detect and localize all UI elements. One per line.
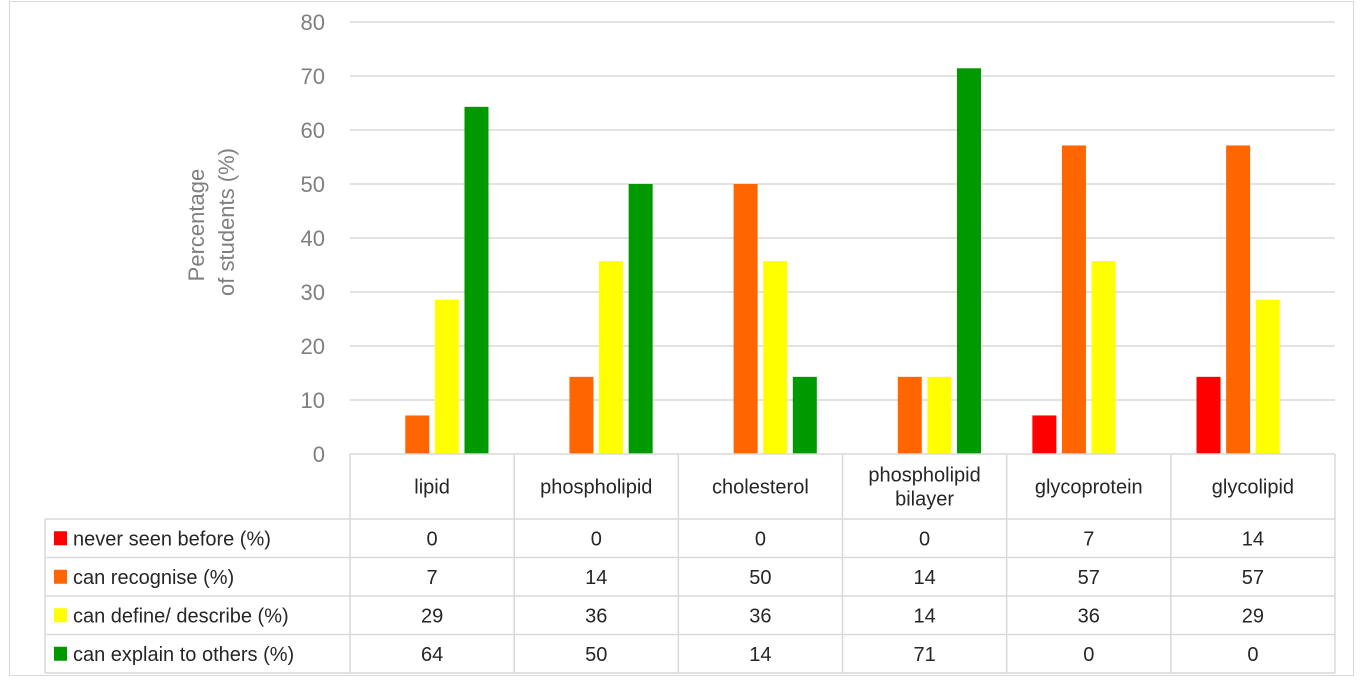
data-label: 0 xyxy=(1247,644,1258,666)
data-label: 14 xyxy=(749,644,771,666)
bar xyxy=(464,106,489,455)
bar xyxy=(1032,415,1057,454)
y-tick-label: 20 xyxy=(301,334,325,359)
bar xyxy=(434,299,459,454)
category-label: phospholipid xyxy=(868,465,980,487)
category-label: phospholipid xyxy=(540,477,652,499)
gridlines xyxy=(350,21,1335,401)
legend-label: can explain to others (%) xyxy=(73,644,294,666)
category-label: glycolipid xyxy=(1212,477,1294,499)
data-label: 50 xyxy=(749,567,771,589)
bar xyxy=(1091,261,1116,454)
bar xyxy=(599,261,624,454)
data-label: 57 xyxy=(1078,567,1100,589)
legend-key xyxy=(54,646,67,661)
bar xyxy=(405,415,430,454)
data-label: 36 xyxy=(1078,605,1100,627)
data-label: 7 xyxy=(427,567,438,589)
data-label: 50 xyxy=(585,644,607,666)
data-label: 71 xyxy=(913,644,935,666)
y-tick-label: 0 xyxy=(313,442,325,467)
data-label: 0 xyxy=(755,528,766,550)
y-tick-label: 80 xyxy=(301,10,325,35)
legend-key xyxy=(54,608,67,623)
y-axis-title: Percentage of students (%) xyxy=(184,148,239,296)
y-tick-label: 60 xyxy=(301,118,325,143)
data-label: 0 xyxy=(919,528,930,550)
data-label: 14 xyxy=(913,567,935,589)
y-axis-ticks: 0 10 20 30 40 50 60 70 80 xyxy=(301,10,325,467)
category-label: bilayer xyxy=(895,489,954,511)
y-tick-label: 70 xyxy=(301,64,325,89)
legend-key xyxy=(54,569,67,584)
bar xyxy=(792,376,817,454)
bars xyxy=(405,68,1280,455)
data-label: 0 xyxy=(1083,644,1094,666)
legend-key xyxy=(54,531,67,546)
category-label: cholesterol xyxy=(712,477,809,499)
bar xyxy=(733,184,758,454)
bar xyxy=(763,261,788,454)
bar xyxy=(1255,299,1280,454)
legend-label: can define/ describe (%) xyxy=(73,605,289,627)
data-label: 36 xyxy=(585,605,607,627)
data-label: 14 xyxy=(1242,528,1264,550)
data-label: 57 xyxy=(1242,567,1264,589)
data-table: lipid phospholipid cholesterol phospholipid… xyxy=(44,453,1336,674)
y-tick-label: 30 xyxy=(301,280,325,305)
legend-label: never seen before (%) xyxy=(73,528,271,550)
bar xyxy=(897,376,922,454)
bar xyxy=(628,184,653,454)
category-label: lipid xyxy=(414,477,450,499)
y-tick-label: 50 xyxy=(301,172,325,197)
data-label: 29 xyxy=(1242,605,1264,627)
data-label: 64 xyxy=(421,644,443,666)
y-axis-title-line-1: Percentage xyxy=(184,169,209,282)
bar xyxy=(927,376,952,454)
legend-label: can recognise (%) xyxy=(73,567,234,589)
chart-frame xyxy=(9,1,1354,676)
data-label: 29 xyxy=(421,605,443,627)
data-label: 14 xyxy=(913,605,935,627)
y-axis-title-line-2: of students (%) xyxy=(214,148,239,296)
bar xyxy=(956,68,981,454)
bar xyxy=(1196,376,1221,454)
bar xyxy=(1061,145,1086,454)
bar xyxy=(569,376,594,454)
data-label: 0 xyxy=(427,528,438,550)
y-tick-label: 40 xyxy=(301,226,325,251)
category-label: glycoprotein xyxy=(1035,477,1143,499)
bar xyxy=(1226,145,1251,454)
data-label: 36 xyxy=(749,605,771,627)
data-label: 7 xyxy=(1083,528,1094,550)
data-label: 14 xyxy=(585,567,607,589)
y-tick-label: 10 xyxy=(301,388,325,413)
data-label: 0 xyxy=(591,528,602,550)
